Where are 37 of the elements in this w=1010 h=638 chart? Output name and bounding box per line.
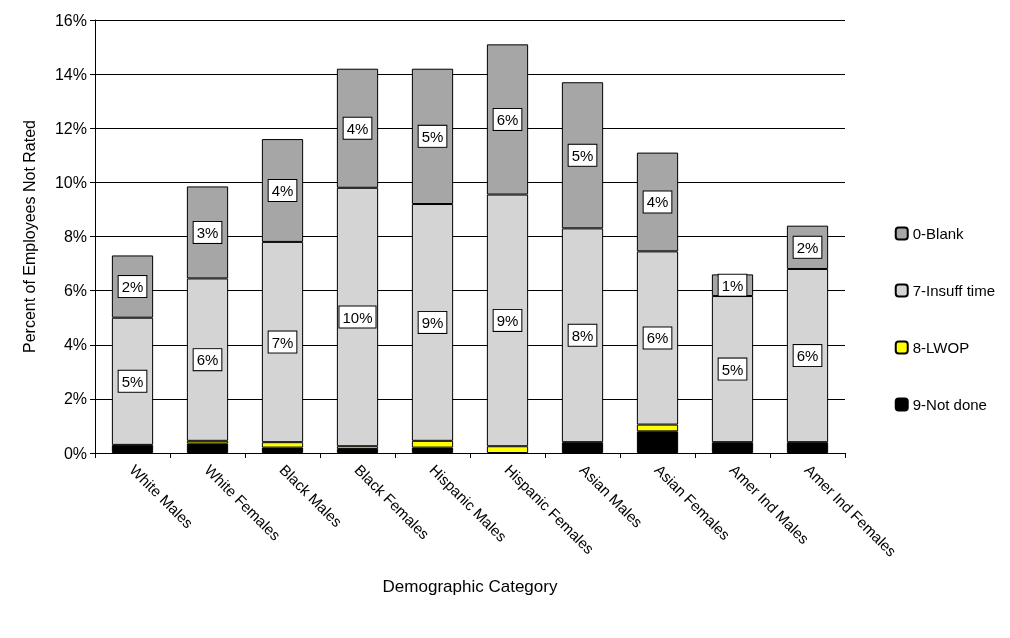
y-tick-label: 14% (54, 65, 87, 83)
bar (186, 443, 229, 453)
y-axis-title: Percent of Employees Not Rated (20, 119, 38, 354)
data-label: 4% (646, 193, 669, 211)
legend-label: 7-Insuff time (912, 282, 996, 299)
data-label: 4% (346, 119, 369, 137)
data-label: 5% (721, 360, 744, 378)
data-label: 1% (721, 276, 744, 294)
y-tick-label: 8% (63, 228, 87, 245)
legend-label: 9-Not done (912, 396, 987, 413)
data-label: 6% (646, 329, 669, 347)
data-label: 9% (496, 311, 519, 329)
y-tick-label: 12% (54, 119, 87, 137)
y-tick-label: 0% (63, 444, 87, 462)
data-label: 5% (421, 127, 444, 145)
data-label: 6% (496, 110, 519, 128)
data-label: 10% (342, 308, 373, 326)
data-label: 9% (421, 313, 444, 331)
legend-label: 8-LWOP (912, 339, 970, 356)
y-tick-label: 2% (63, 390, 87, 408)
data-label: 5% (121, 372, 144, 390)
data-label: 3% (196, 223, 219, 241)
data-label: 6% (196, 351, 219, 369)
legend-label: 0-Blank (912, 225, 965, 242)
data-label: 2% (121, 278, 144, 296)
data-label: 2% (796, 238, 819, 256)
y-tick-label: 6% (63, 282, 87, 300)
data-label: 7% (271, 333, 294, 351)
y-tick-label: 16% (54, 11, 87, 29)
x-axis-title: Demographic Category (382, 577, 558, 596)
y-tick-label: 4% (63, 336, 87, 354)
data-label: 8% (571, 326, 594, 344)
data-label: 6% (796, 347, 819, 365)
bar (336, 448, 379, 453)
data-label: 4% (271, 181, 294, 199)
y-tick-label: 10% (54, 173, 87, 191)
data-label: 5% (571, 146, 594, 164)
